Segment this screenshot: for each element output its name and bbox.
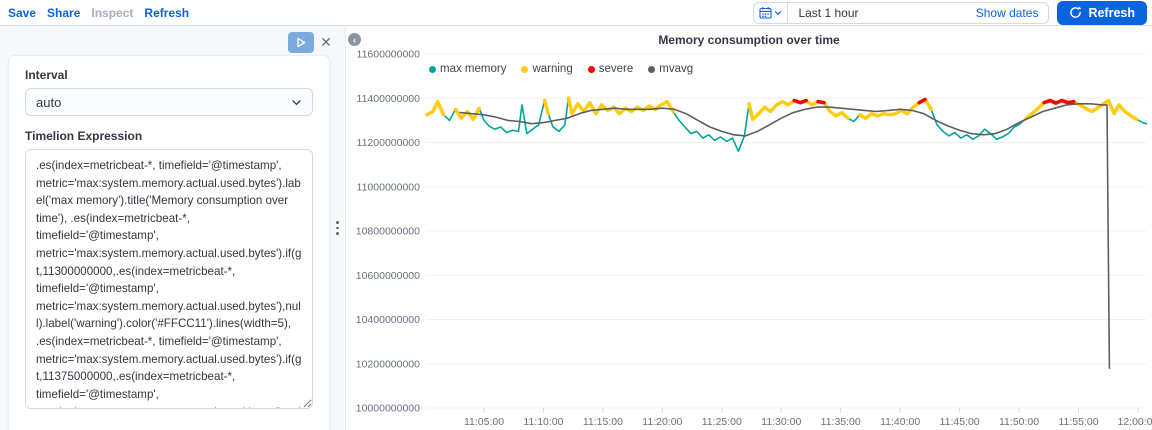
legend-label: severe [598, 63, 634, 75]
legend-label: warning [532, 63, 573, 75]
interval-select[interactable]: auto [25, 88, 313, 116]
legend-swatch [429, 65, 436, 73]
x-axis-tick-label: 11:40:00 [880, 416, 920, 428]
collapse-sidebar-icon[interactable]: ‹ [348, 33, 361, 46]
y-axis-tick-label: 11200000000 [357, 137, 421, 149]
x-axis-tick-label: 12:00:00 [1118, 416, 1152, 428]
top-menu-links: Save Share Inspect Refresh [0, 6, 189, 20]
legend-item-severe[interactable]: severe [587, 63, 634, 75]
series-severe [792, 98, 808, 105]
y-axis-tick-label: 11000000000 [357, 181, 421, 193]
legend-swatch [587, 65, 595, 73]
x-axis-tick-label: 11:55:00 [1058, 416, 1098, 428]
legend-item-mvavg[interactable]: mvavg [648, 63, 693, 75]
chevron-down-icon [775, 10, 782, 15]
chart-panel: ‹ Memory consumption over time max memor… [345, 26, 1152, 430]
legend-swatch [648, 65, 656, 73]
calendar-icon [759, 7, 773, 19]
expression-editor-sidebar: ✕ Interval auto Timelion Expression .es(… [0, 26, 345, 430]
x-axis-tick-label: 11:45:00 [940, 416, 980, 428]
series-mvavg [459, 103, 1111, 370]
x-axis-tick-label: 11:35:00 [821, 416, 861, 428]
y-axis-tick-label: 10400000000 [356, 314, 420, 326]
x-axis-tick-label: 11:05:00 [464, 416, 504, 428]
time-picker-area: Last 1 hour Show dates Refresh [753, 0, 1152, 25]
top-menu-bar: Save Share Inspect Refresh Last 1 [0, 0, 1152, 26]
quick-select-button[interactable] [754, 2, 789, 23]
legend-swatch [521, 65, 529, 73]
chart-title: Memory consumption over time [658, 33, 840, 47]
x-axis-tick-label: 11:10:00 [523, 416, 563, 428]
x-axis-tick-label: 11:30:00 [761, 416, 801, 428]
series-warning [425, 99, 446, 117]
legend-label: max memory [440, 63, 507, 75]
chart-legend: max memory warning severe mvavg [429, 63, 693, 75]
timelion-chart-canvas[interactable]: 11600000000 11400000000 11200000000 1100000… [346, 26, 1152, 430]
y-axis-tick-label: 11400000000 [357, 93, 421, 105]
series-warning [542, 98, 550, 116]
expression-label: Timelion Expression [25, 129, 143, 143]
series-severe [1042, 98, 1076, 105]
share-button[interactable]: Share [47, 5, 81, 20]
interval-label: Interval [25, 68, 68, 82]
x-axis-tick-label: 11:25:00 [702, 416, 742, 428]
x-axis-tick-label: 11:20:00 [642, 416, 682, 428]
legend-label: mvavg [659, 63, 694, 75]
date-picker-group: Last 1 hour Show dates [753, 1, 1050, 24]
series-warning [566, 96, 675, 116]
play-icon [297, 37, 306, 48]
close-editor-button[interactable]: ✕ [317, 32, 335, 52]
y-axis-tick-label: 10200000000 [356, 358, 420, 370]
series-severe [917, 97, 927, 105]
editor-form-panel: Interval auto Timelion Expression .es(in… [8, 55, 330, 430]
y-axis-tick-label: 11600000000 [357, 49, 421, 61]
inspect-button: Inspect [91, 5, 134, 20]
series-warning [453, 106, 481, 122]
run-expression-button[interactable] [288, 32, 314, 53]
save-button[interactable]: Save [8, 5, 37, 20]
interval-selected-value: auto [36, 94, 62, 110]
refresh-icon [1070, 6, 1082, 18]
x-axis-tick-label: 11:50:00 [999, 416, 1039, 428]
legend-item-warning[interactable]: warning [521, 63, 573, 75]
timelion-workspace: ✕ Interval auto Timelion Expression .es(… [0, 26, 1152, 430]
legend-item-max-memory[interactable]: max memory [429, 63, 506, 75]
chevron-down-icon [292, 99, 301, 105]
y-axis-tick-label: 10600000000 [356, 270, 420, 282]
y-axis-tick-label: 10000000000 [356, 403, 420, 415]
y-axis-tick-label: 10800000000 [356, 226, 420, 238]
series-severe [816, 99, 826, 105]
panel-resizer[interactable] [330, 26, 345, 430]
x-axis-tick-label: 11:15:00 [583, 416, 623, 428]
refresh-button-label: Refresh [1088, 5, 1135, 20]
timelion-expression-input[interactable]: .es(index=metricbeat-*, timefield='@time… [25, 149, 313, 409]
time-range-value[interactable]: Last 1 hour [798, 5, 859, 20]
show-dates-link[interactable]: Show dates [975, 5, 1039, 20]
refresh-menu-button[interactable]: Refresh [144, 5, 190, 20]
refresh-button[interactable]: Refresh [1057, 0, 1147, 25]
